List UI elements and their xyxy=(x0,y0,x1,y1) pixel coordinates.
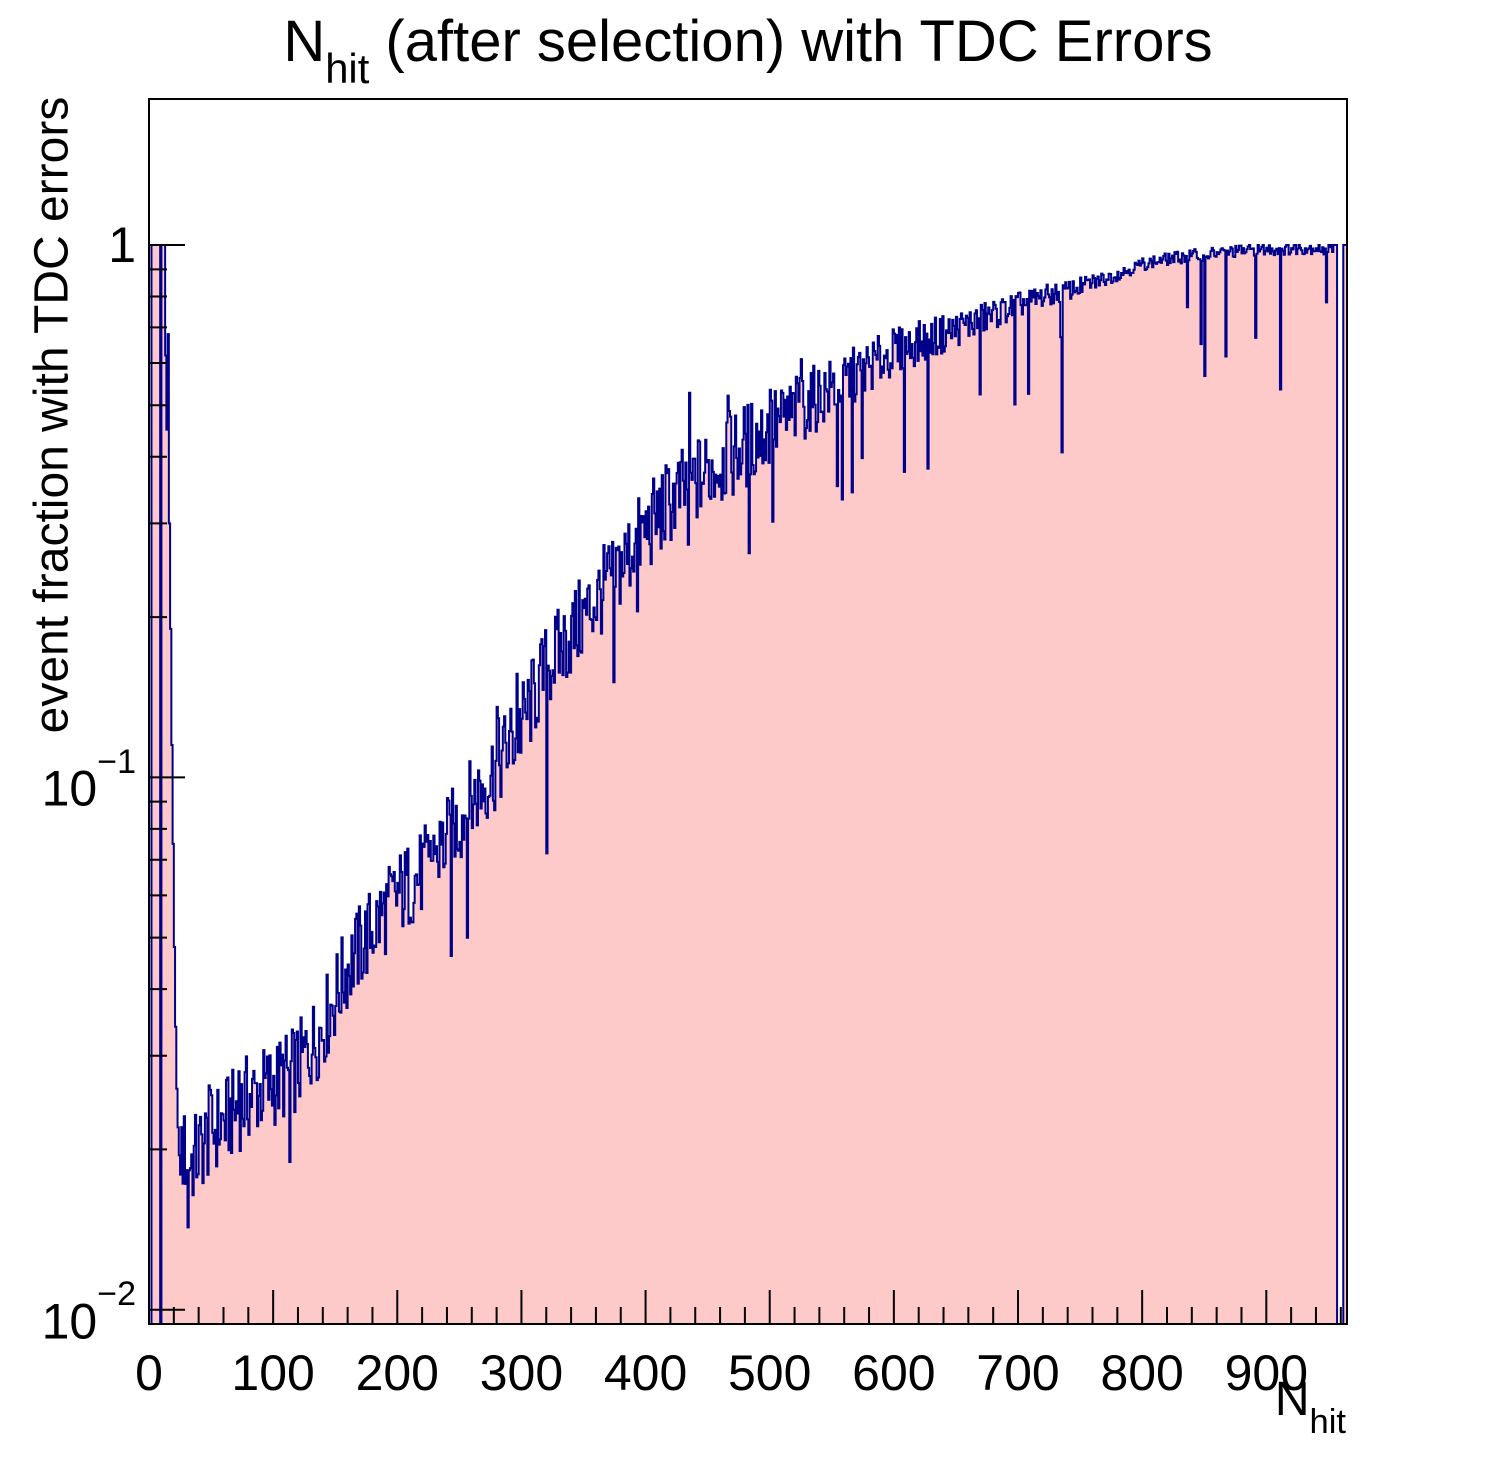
x-tick-label: 100 xyxy=(231,1345,314,1401)
x-tick-label: 500 xyxy=(728,1345,811,1401)
y-tick-label-base: 10 xyxy=(41,760,98,817)
x-tick-label: 700 xyxy=(976,1345,1059,1401)
x-tick-label: 900 xyxy=(1225,1345,1308,1401)
chart-title: Nhit (after selection) with TDC Errors xyxy=(0,8,1496,92)
x-tick-labels: 0 100 200 300 400 500 600 700 800 900 xyxy=(135,1345,1308,1401)
histogram-line xyxy=(149,243,1348,1325)
y-tick-label-exponent: −2 xyxy=(97,1275,136,1314)
chart-title-rest: (after selection) with TDC Errors xyxy=(369,9,1213,74)
chart-title-main: N xyxy=(283,9,326,74)
x-axis-title-subscript: hit xyxy=(1309,1403,1347,1442)
x-tick-label: 800 xyxy=(1100,1345,1183,1401)
x-tick-label: 600 xyxy=(852,1345,935,1401)
y-tick-label: 1 xyxy=(0,218,136,272)
y-tick-label: 10−2 xyxy=(0,1275,136,1350)
x-tick-label: 300 xyxy=(480,1345,563,1401)
x-axis-title-main: N xyxy=(1274,1373,1310,1426)
plot-frame xyxy=(148,98,1348,1325)
chart-title-subscript: hit xyxy=(325,44,370,92)
x-tick-label: 0 xyxy=(135,1345,163,1401)
y-tick-label-base: 1 xyxy=(108,216,136,273)
y-tick-label-exponent: −1 xyxy=(97,743,136,782)
x-tick-label: 400 xyxy=(604,1345,687,1401)
x-axis-title: Nhit xyxy=(1274,1372,1346,1441)
axis-ticks xyxy=(148,243,1342,1324)
y-axis-title: event fraction with TDC errors xyxy=(25,96,79,734)
histogram-fill xyxy=(149,244,1347,1325)
x-tick-label: 200 xyxy=(356,1345,439,1401)
y-tick-label-base: 10 xyxy=(41,1293,98,1350)
y-tick-label: 10−1 xyxy=(0,743,136,817)
